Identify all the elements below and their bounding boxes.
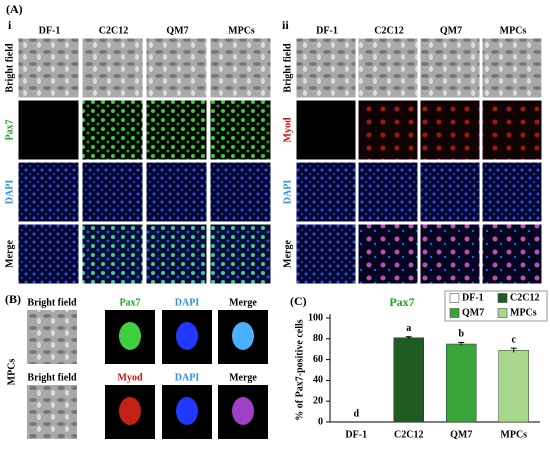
part-label: ii bbox=[282, 18, 289, 32]
legend-swatch bbox=[449, 308, 460, 318]
y-tick-label: 100 bbox=[308, 312, 323, 323]
column-header: MPCs bbox=[228, 25, 255, 36]
legend-swatch bbox=[449, 293, 460, 303]
y-tick-label: 0 bbox=[318, 416, 323, 427]
micrograph bbox=[81, 223, 144, 285]
panel-label: (B) bbox=[5, 292, 21, 306]
image-header: DAPI bbox=[175, 372, 200, 383]
cell-signal bbox=[176, 397, 198, 425]
row-label: Merge bbox=[4, 240, 15, 268]
row-label: Bright field bbox=[282, 43, 293, 93]
legend-label: DF-1 bbox=[462, 292, 484, 303]
bar bbox=[393, 337, 424, 423]
micrograph bbox=[209, 223, 272, 285]
chart-title: Pax7 bbox=[389, 295, 414, 309]
x-tick-label: C2C12 bbox=[394, 429, 423, 440]
significance-letter: d bbox=[353, 408, 359, 419]
y-tick-label: 80 bbox=[313, 333, 323, 344]
row-label: Merge bbox=[282, 240, 293, 268]
column-header: QM7 bbox=[166, 25, 188, 36]
image-header: Myod bbox=[118, 372, 143, 383]
row-label: DAPI bbox=[282, 180, 293, 205]
micrograph bbox=[81, 37, 144, 99]
x-tick-label: QM7 bbox=[450, 429, 472, 440]
x-tick-label: MPCs bbox=[500, 429, 527, 440]
side-label: MPCs bbox=[6, 359, 17, 386]
micrograph bbox=[357, 223, 419, 285]
cell-signal bbox=[232, 397, 254, 425]
significance-letter: b bbox=[458, 329, 464, 340]
row-label: DAPI bbox=[4, 180, 15, 205]
significance-letter: a bbox=[406, 323, 411, 334]
micrograph bbox=[81, 99, 144, 161]
legend-box bbox=[444, 290, 548, 322]
micrograph bbox=[481, 223, 543, 285]
micrograph bbox=[481, 99, 543, 161]
micrograph bbox=[357, 161, 419, 223]
y-tick-label: 60 bbox=[313, 354, 323, 365]
micrograph bbox=[17, 223, 80, 285]
bar bbox=[446, 343, 477, 423]
y-tick-label: 40 bbox=[313, 375, 323, 386]
micrograph bbox=[419, 223, 481, 285]
cell-signal bbox=[232, 322, 254, 350]
panel-label: (C) bbox=[290, 294, 307, 308]
legend-swatch bbox=[497, 293, 508, 303]
micrograph bbox=[419, 37, 481, 99]
micrograph bbox=[145, 161, 208, 223]
bar bbox=[498, 349, 529, 423]
column-header: QM7 bbox=[440, 25, 462, 36]
column-header: MPCs bbox=[500, 25, 527, 36]
column-header: DF-1 bbox=[316, 25, 338, 36]
row-label: Myod bbox=[282, 117, 293, 142]
legend-swatch bbox=[497, 308, 508, 318]
x-tick-label: DF-1 bbox=[345, 429, 367, 440]
micrograph bbox=[419, 161, 481, 223]
micrograph bbox=[357, 37, 419, 99]
micrograph bbox=[295, 37, 357, 99]
image-header: Merge bbox=[229, 372, 257, 383]
micrograph bbox=[81, 161, 144, 223]
micrograph bbox=[209, 99, 272, 161]
cell-signal bbox=[176, 322, 198, 350]
legend-label: C2C12 bbox=[510, 292, 539, 303]
image-header: Pax7 bbox=[119, 297, 140, 308]
panel-label: (A) bbox=[6, 2, 23, 16]
column-header: C2C12 bbox=[374, 25, 403, 36]
micrograph bbox=[145, 99, 208, 161]
micrograph bbox=[27, 310, 77, 364]
micrograph bbox=[17, 37, 80, 99]
cell-signal bbox=[119, 397, 141, 425]
y-axis-label: % of Pax7-positive cells bbox=[294, 319, 305, 420]
column-header: DF-1 bbox=[39, 25, 61, 36]
image-header: Bright field bbox=[27, 297, 77, 308]
row-label: Bright field bbox=[4, 43, 15, 93]
micrograph bbox=[295, 99, 357, 161]
micrograph bbox=[17, 99, 80, 161]
micrograph bbox=[481, 161, 543, 223]
legend-label: QM7 bbox=[462, 307, 484, 318]
image-header: Bright field bbox=[27, 372, 77, 383]
micrograph bbox=[295, 161, 357, 223]
micrograph bbox=[357, 99, 419, 161]
micrograph bbox=[145, 223, 208, 285]
legend-label: MPCs bbox=[510, 307, 537, 318]
y-tick-label: 20 bbox=[313, 395, 323, 406]
micrograph bbox=[481, 37, 543, 99]
part-label: i bbox=[8, 18, 12, 32]
micrograph bbox=[27, 385, 77, 439]
micrograph bbox=[419, 99, 481, 161]
cell-signal bbox=[119, 322, 141, 350]
image-header: DAPI bbox=[175, 297, 200, 308]
micrograph bbox=[145, 37, 208, 99]
micrograph bbox=[295, 223, 357, 285]
micrograph bbox=[17, 161, 80, 223]
micrograph bbox=[209, 161, 272, 223]
column-header: C2C12 bbox=[99, 25, 128, 36]
micrograph bbox=[209, 37, 272, 99]
row-label: Pax7 bbox=[4, 119, 15, 140]
significance-letter: c bbox=[512, 334, 517, 345]
image-header: Merge bbox=[229, 297, 257, 308]
